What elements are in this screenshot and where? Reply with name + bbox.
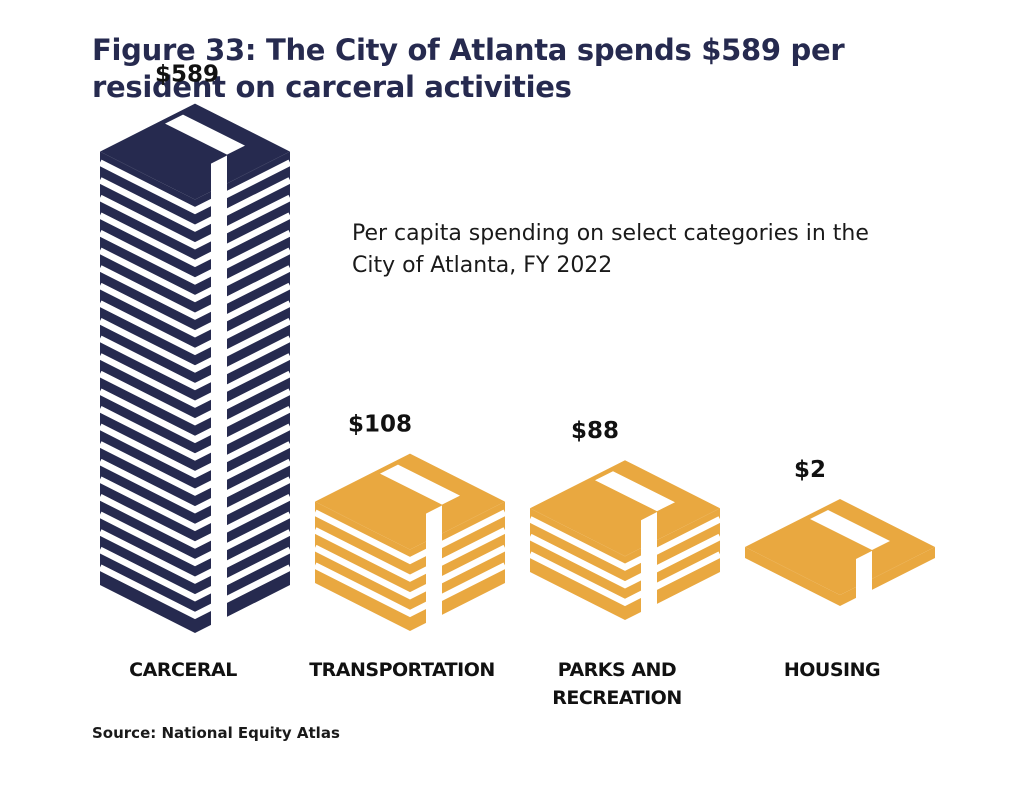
- stack-top: [745, 499, 935, 595]
- value-label: $88: [571, 418, 619, 444]
- stack-top: [100, 103, 290, 200]
- category-label: HOUSING: [784, 659, 880, 681]
- layer-gap: [98, 370, 292, 426]
- layer-gap: [98, 494, 292, 549]
- stack-top: [315, 453, 505, 550]
- layer-gap: [98, 159, 292, 215]
- layer-gap: [98, 388, 292, 444]
- category-label: PARKS AND: [558, 659, 676, 681]
- page-title: Figure 33: The City of Atlanta spends $5…: [92, 33, 845, 104]
- layer-gap: [98, 194, 292, 250]
- layer-gap: [98, 247, 292, 303]
- bar-stack-parks-and-recreation: [528, 460, 722, 620]
- band-strap: [426, 505, 442, 626]
- layer-gap: [98, 300, 292, 356]
- layer-gap: [98, 546, 292, 602]
- layer-gap: [98, 335, 292, 391]
- bar-stack-carceral: [98, 103, 292, 633]
- layer-gap: [528, 516, 722, 571]
- layer-gap: [313, 544, 507, 600]
- bill-band: [595, 471, 675, 512]
- stack-top: [530, 460, 720, 557]
- source-note: Source: National Equity Atlas: [92, 724, 340, 742]
- layer-gap: [98, 212, 292, 268]
- category-label: RECREATION: [552, 687, 681, 709]
- band-strap: [211, 155, 227, 628]
- layer-gap: [98, 441, 292, 496]
- band-strap: [856, 550, 872, 600]
- layer-gap: [98, 230, 292, 285]
- layer-gap: [98, 282, 292, 338]
- layer-gap: [98, 511, 292, 567]
- layer-gap: [98, 476, 292, 532]
- layer-gap: [98, 353, 292, 408]
- category-label: CARCERAL: [129, 659, 237, 681]
- category-label: TRANSPORTATION: [309, 659, 495, 681]
- value-label: $589: [155, 62, 219, 88]
- stack-body: [745, 547, 935, 606]
- bar-stack-housing: [745, 499, 935, 606]
- layer-gap: [98, 423, 292, 479]
- layer-gap: [313, 527, 507, 582]
- layer-gap: [98, 564, 292, 620]
- layer-gap: [98, 458, 292, 514]
- layer-gap: [98, 529, 292, 584]
- layer-gap: [98, 406, 292, 461]
- value-label: $2: [794, 457, 826, 483]
- layer-gap: [98, 318, 292, 373]
- layer-gap: [313, 562, 507, 618]
- chart-subtitle: Per capita spending on select categories…: [352, 221, 869, 278]
- layer-gap: [98, 177, 292, 232]
- bill-band: [380, 464, 460, 505]
- layer-gap: [528, 533, 722, 589]
- layer-gap: [313, 509, 507, 565]
- band-strap: [641, 512, 657, 615]
- bill-band: [810, 510, 890, 550]
- layer-gap: [528, 551, 722, 607]
- value-label: $108: [348, 412, 412, 438]
- layer-gap: [98, 265, 292, 320]
- bar-stack-transportation: [313, 453, 507, 631]
- bill-band: [165, 114, 245, 155]
